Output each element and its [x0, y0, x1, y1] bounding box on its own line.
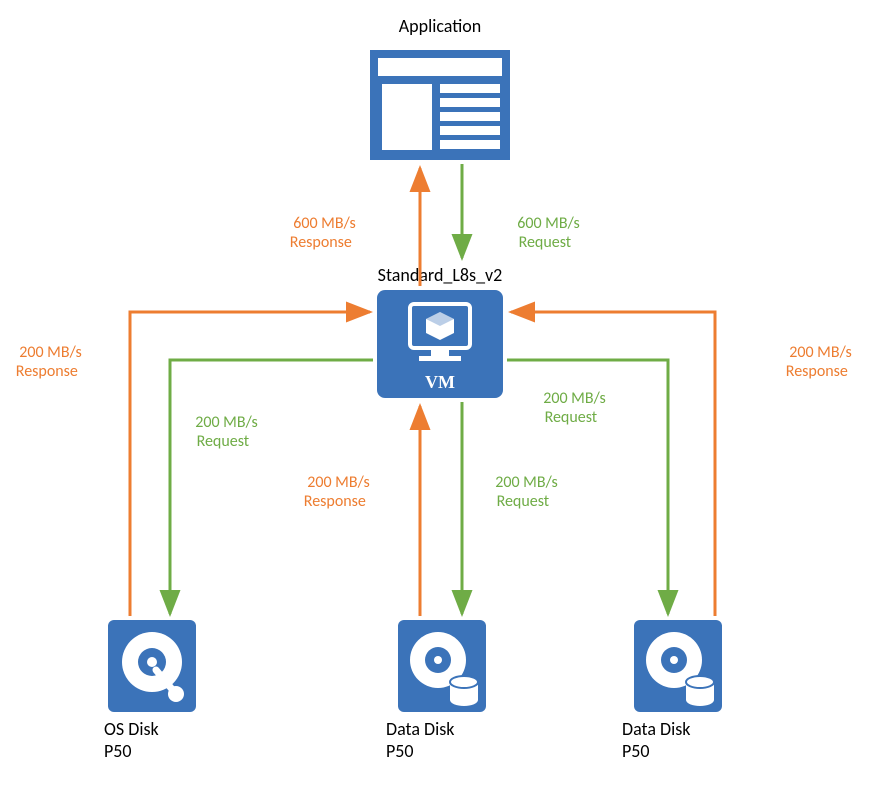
vm-node: VM — [377, 290, 503, 398]
data-disk-2-title: Data Disk P50 — [616, 718, 762, 762]
label-d2-request: 200 MB/s Request — [536, 370, 606, 428]
label-app-request: 600 MB/s Request — [510, 195, 580, 253]
label-app-response: 600 MB/s Response — [286, 195, 356, 253]
data-disk-1-node — [398, 620, 486, 712]
data-disk-1-title: Data Disk P50 — [380, 718, 526, 762]
label-d1-response: 200 MB/s Response — [300, 454, 370, 512]
vm-inner-label: VM — [425, 372, 455, 392]
vm-title: Standard_L8s_v2 — [360, 264, 520, 286]
label-d1-request: 200 MB/s Request — [488, 454, 558, 512]
os-disk-title: OS Disk P50 — [98, 718, 224, 762]
label-os-response: 200 MB/s Response — [12, 324, 82, 382]
data-disk-2-node — [634, 620, 722, 712]
application-node — [370, 50, 510, 160]
application-title: Application — [360, 15, 520, 37]
label-os-request: 200 MB/s Request — [188, 394, 258, 452]
os-disk-node — [108, 620, 196, 712]
label-d2-response: 200 MB/s Response — [782, 324, 852, 382]
